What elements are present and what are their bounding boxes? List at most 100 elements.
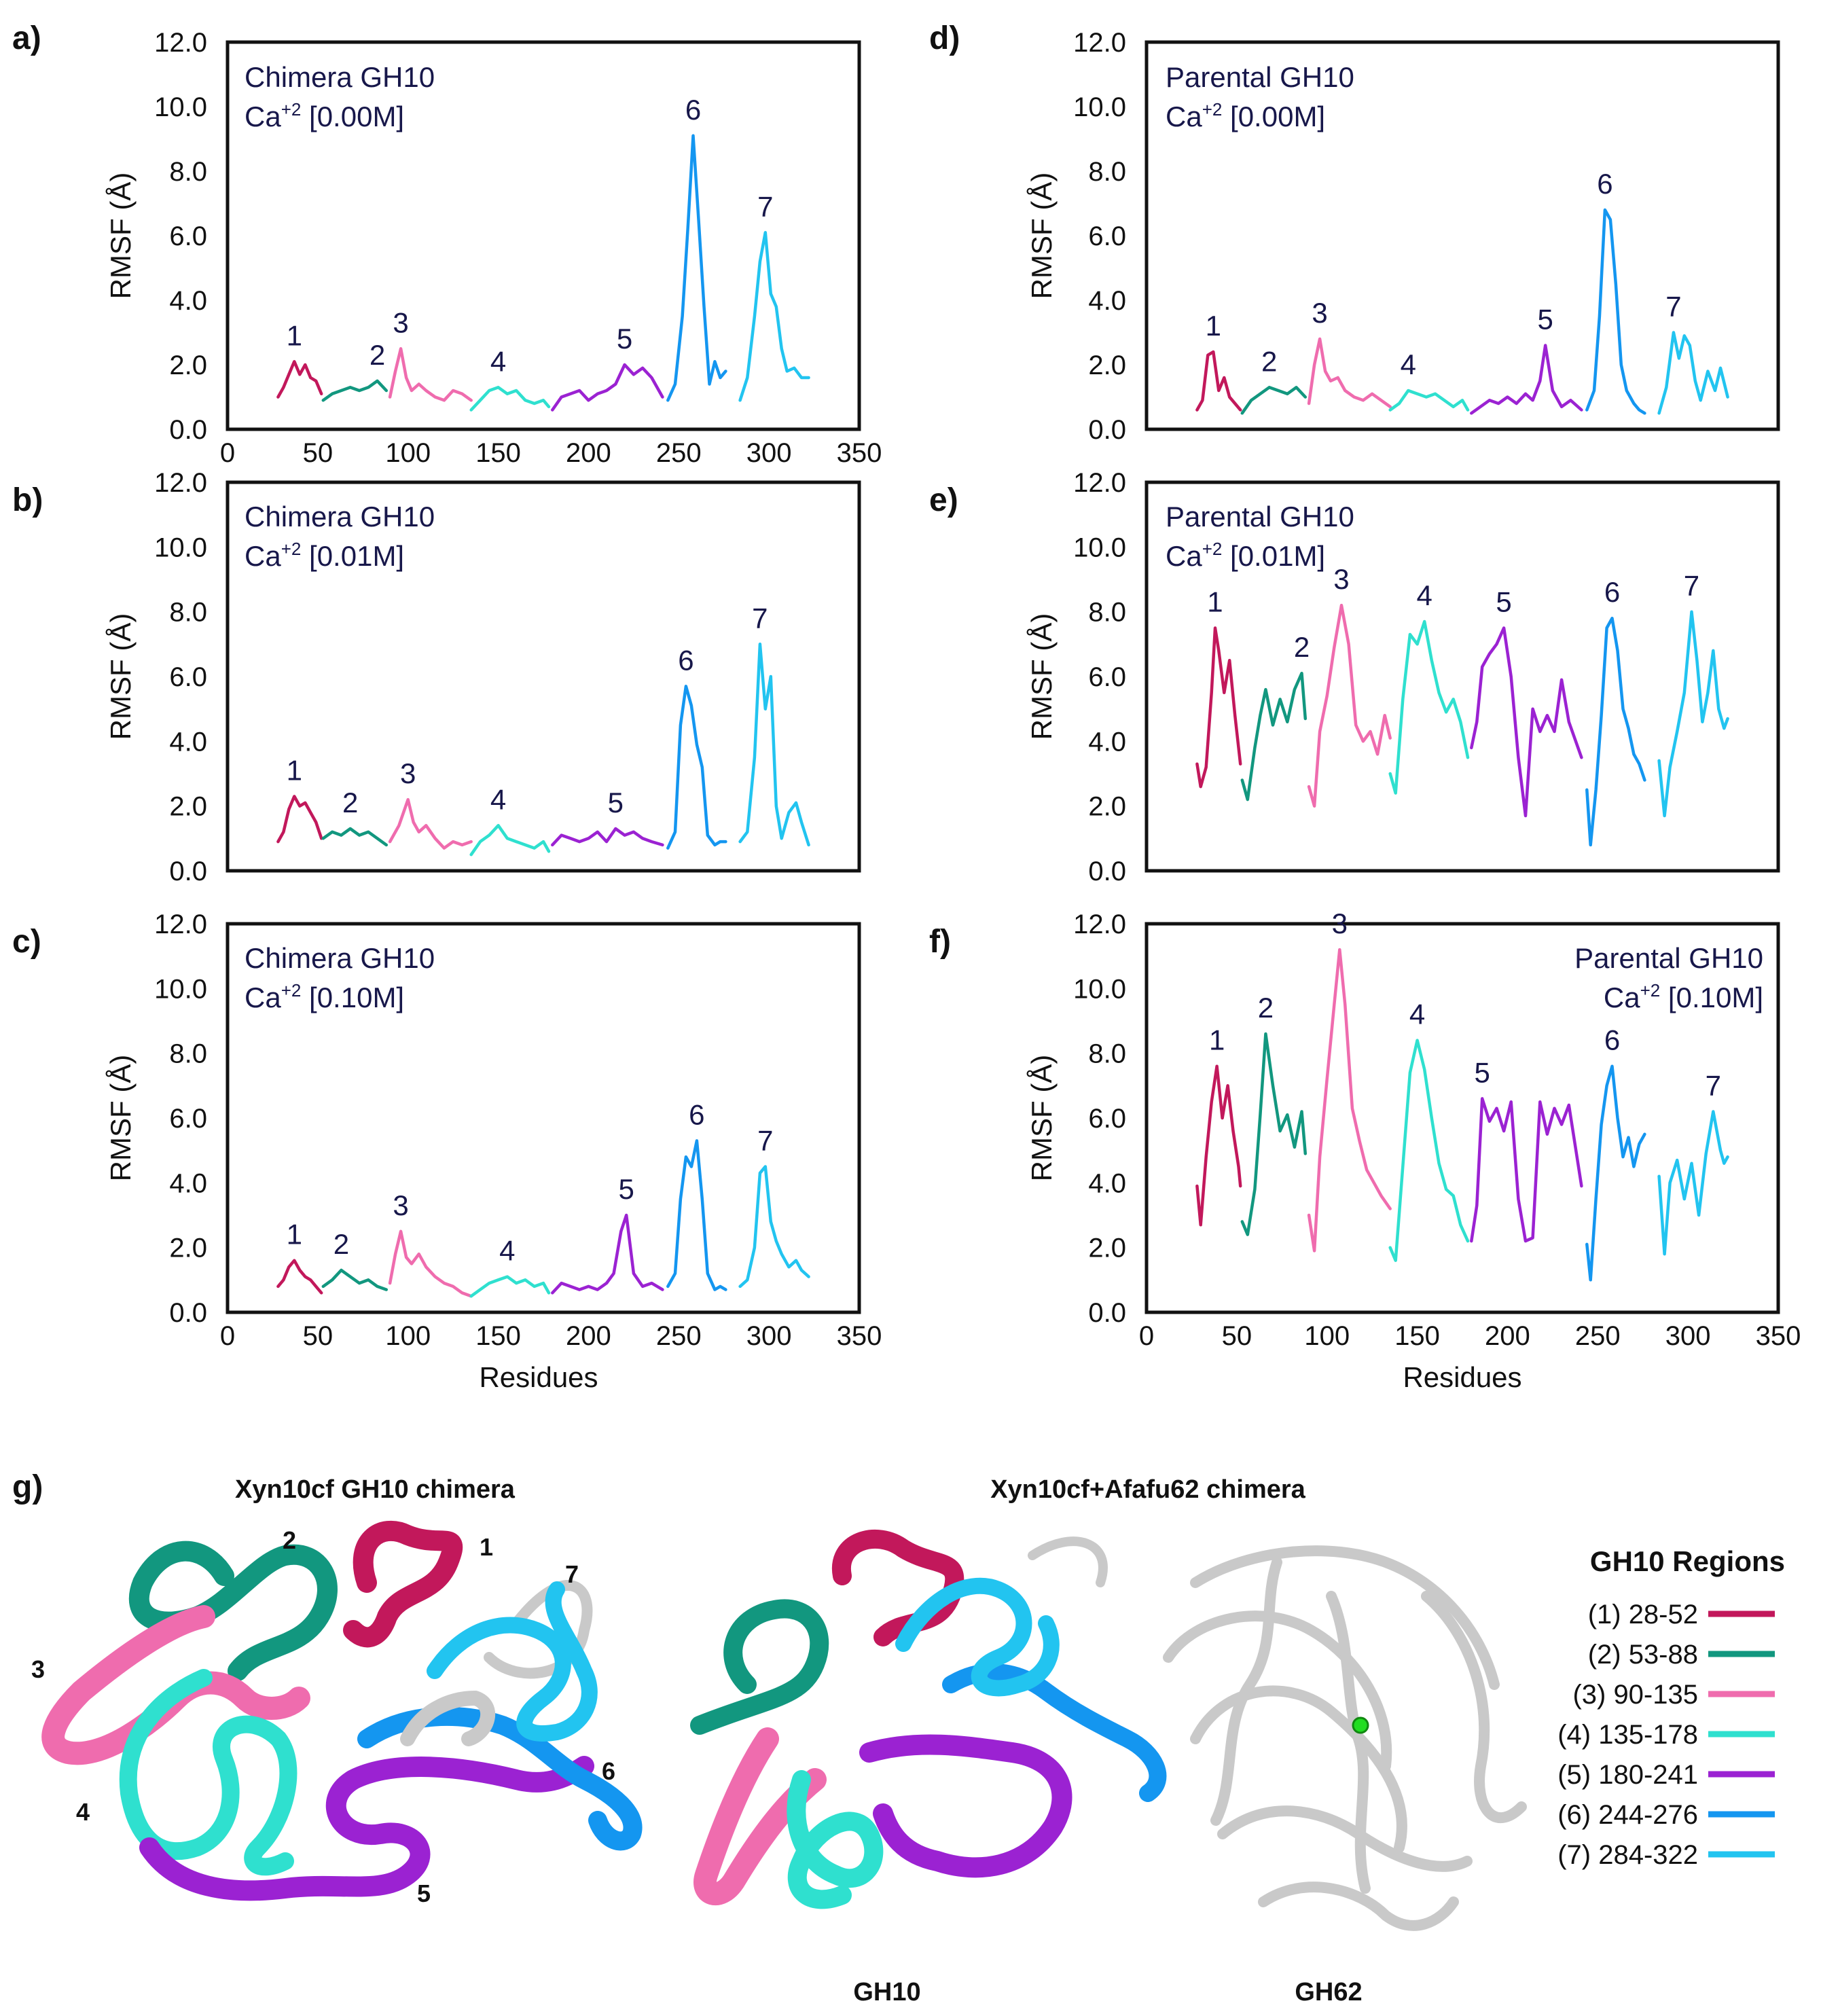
x-tick-label: 150: [475, 1321, 521, 1351]
y-tick-label: 8.0: [169, 1039, 207, 1069]
series-line-5: [1470, 626, 1583, 818]
structure-label-5: 5: [417, 1879, 431, 1907]
plot-frame-b: [226, 480, 861, 873]
peak-label-6: 6: [685, 94, 701, 126]
x-axis-title-f: Residues: [1403, 1361, 1521, 1393]
y-axis-title-d: RMSF (Å): [1026, 173, 1058, 300]
series-group-e: 1 2 3 4 5 6 7: [1195, 563, 1729, 847]
series-line-5: [551, 1213, 664, 1295]
structure-label-4: 4: [76, 1798, 90, 1826]
series-line-6: [1585, 208, 1646, 415]
series-line-7: [738, 231, 810, 402]
y-tick-label: 2.0: [169, 1234, 207, 1263]
series-line-7: [738, 643, 810, 847]
domain-region-4: [787, 1770, 884, 1909]
y-tick-label: 10.0: [154, 533, 207, 562]
gh62-loop-4: [1217, 1805, 1473, 1872]
peak-label-3: 3: [1312, 297, 1327, 329]
y-tick-label: 10.0: [154, 974, 207, 1004]
series-group-b: 1 2 3 4 5 6 7: [276, 602, 810, 857]
peak-label-1: 1: [1209, 1024, 1225, 1056]
y-tick-label: 12.0: [1073, 910, 1126, 939]
y-tick-label: 4.0: [169, 1168, 207, 1198]
gh62-domain-structure: [1163, 1545, 1527, 1931]
series-line-4: [469, 824, 551, 857]
legend-entry-label: (2) 53-88: [1588, 1640, 1698, 1670]
inset-condition-d: Ca+2 [0.00M]: [1166, 99, 1325, 132]
y-tick-label: 8.0: [169, 598, 207, 628]
peak-label-4: 4: [1417, 579, 1432, 611]
series-line-3: [1307, 603, 1392, 808]
x-tick-label: 300: [746, 1321, 792, 1351]
plot-frame-c: [226, 922, 861, 1314]
domain-region-6: [942, 1663, 1167, 1802]
series-line-1: [276, 795, 323, 844]
panel-letter-b: b): [12, 482, 43, 518]
series-line-3: [388, 1229, 473, 1298]
peak-label-2: 2: [342, 787, 358, 818]
gh10-chimera-structure: [41, 1520, 643, 1901]
peak-label-3: 3: [1332, 907, 1348, 939]
peak-label-5: 5: [608, 787, 624, 818]
gh62-loop-1: [1190, 1545, 1500, 1690]
peak-label-6: 6: [1597, 168, 1612, 200]
series-line-6: [666, 1139, 727, 1291]
structure-region-5: [139, 1756, 594, 1901]
legend-entry-label: (4) 135-178: [1557, 1720, 1698, 1750]
panel-f: f) Parental GH10 Ca+2 [0.10M] RMSF (Å) R…: [929, 907, 1801, 1393]
legend-entry-label: (1) 28-52: [1588, 1600, 1698, 1630]
peak-label-5: 5: [619, 1173, 634, 1205]
gh62-loop-5: [1258, 1882, 1459, 1931]
y-tick-label: 8.0: [1088, 598, 1126, 628]
x-tick-label: 0: [220, 1321, 235, 1351]
peak-label-7: 7: [1706, 1069, 1721, 1101]
x-axis-title-c: Residues: [479, 1361, 598, 1393]
series-group-d: 1 2 3 4 5 6 7: [1195, 168, 1729, 415]
y-tick-label: 12.0: [1073, 28, 1126, 58]
calcium-ion-icon: [1352, 1716, 1369, 1734]
series-line-4: [1388, 389, 1470, 412]
series-line-2: [1240, 671, 1308, 802]
y-tick-label: 8.0: [169, 157, 207, 187]
peak-label-2: 2: [1261, 345, 1277, 377]
series-line-3: [388, 347, 473, 402]
gh62-loop-8: [1326, 1591, 1371, 1894]
series-line-2: [321, 379, 389, 402]
x-tick-label: 50: [303, 438, 333, 468]
series-line-7: [1657, 331, 1729, 415]
structure-right-title: Xyn10cf+Afafu62 chimera: [990, 1475, 1305, 1504]
x-tick-label: 50: [303, 1321, 333, 1351]
y-axis-title-f: RMSF (Å): [1026, 1055, 1058, 1182]
inset-title-b: Chimera GH10: [245, 501, 435, 533]
peak-label-6: 6: [689, 1098, 704, 1130]
peak-label-7: 7: [752, 602, 768, 634]
panel-letter-e: e): [929, 482, 958, 518]
series-line-4: [1388, 619, 1470, 795]
peak-label-5: 5: [1475, 1056, 1490, 1088]
structure-region-3: [41, 1605, 310, 1765]
peak-label-1: 1: [287, 1219, 302, 1250]
structure-label-2: 2: [283, 1526, 296, 1554]
y-tick-label: 0.0: [1088, 415, 1126, 445]
domain-region-5: [859, 1734, 1072, 1878]
y-tick-label: 10.0: [1073, 92, 1126, 122]
peak-label-5: 5: [617, 323, 632, 355]
inset-condition-f: Ca+2 [0.10M]: [1604, 980, 1763, 1013]
x-tick-label: 250: [656, 1321, 702, 1351]
peak-label-7: 7: [1665, 291, 1681, 323]
series-line-2: [1240, 386, 1308, 415]
y-tick-label: 2.0: [1088, 792, 1126, 822]
y-tick-label: 6.0: [169, 662, 207, 692]
y-ticks-e: 0.0 2.0 4.0 6.0 8.0 10.0 12.0: [1073, 468, 1126, 886]
structure-region-7: [427, 1581, 598, 1742]
peak-label-4: 4: [499, 1235, 515, 1267]
structure-label-1: 1: [480, 1533, 493, 1561]
legend-entry-label: (7) 284-322: [1557, 1840, 1698, 1870]
series-line-4: [1388, 1039, 1470, 1262]
series-line-1: [1195, 1064, 1242, 1227]
peak-label-4: 4: [1401, 348, 1416, 380]
x-tick-label: 100: [1304, 1321, 1350, 1351]
panel-letter-c: c): [12, 924, 41, 960]
peak-label-7: 7: [757, 190, 773, 222]
plot-frame-e: [1144, 480, 1780, 873]
